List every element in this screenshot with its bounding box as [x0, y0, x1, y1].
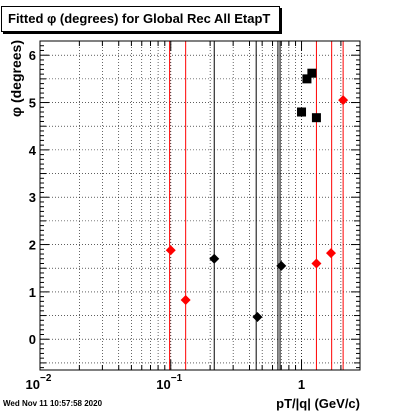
x-tick-label: 10: [26, 377, 40, 392]
y-tick-label: 0: [29, 332, 36, 347]
plot-frame: [39, 40, 361, 371]
axis-ticks-layer: [39, 40, 360, 370]
diamond-marker: [252, 311, 263, 322]
diamond-marker: [209, 253, 220, 264]
diamond-marker: [180, 294, 191, 305]
diamond-marker: [325, 248, 336, 259]
y-tick-label: 3: [29, 190, 36, 205]
square-marker: [311, 113, 321, 123]
y-tick-label: 6: [29, 48, 36, 63]
x-tick-label-exponent: −1: [171, 373, 183, 384]
vertical-lines-layer: [169, 41, 344, 370]
square-marker: [302, 74, 312, 84]
diamond-marker: [311, 258, 322, 269]
x-tick-label: 10: [156, 377, 170, 392]
diamond-marker: [276, 260, 287, 271]
x-tick-label: 1: [298, 377, 305, 392]
diamond-marker: [338, 95, 349, 106]
grid-layer: [40, 41, 360, 370]
y-axis-label: φ (degrees): [8, 40, 24, 117]
y-tick-label: 5: [29, 96, 36, 111]
data-points-layer: [165, 68, 349, 322]
square-marker: [307, 68, 317, 78]
x-axis-label: pT/|q| (GeV/c): [276, 396, 360, 411]
diamond-marker: [165, 245, 176, 256]
y-tick-label: 4: [29, 143, 37, 158]
y-tick-label: 2: [29, 238, 36, 253]
y-tick-label: 1: [29, 285, 36, 300]
timestamp-label: Wed Nov 11 10:57:58 2020: [3, 399, 103, 408]
x-tick-label-exponent: −2: [40, 373, 52, 384]
square-marker: [297, 107, 307, 117]
chart-title: Fitted φ (degrees) for Global Rec All Et…: [1, 6, 280, 32]
